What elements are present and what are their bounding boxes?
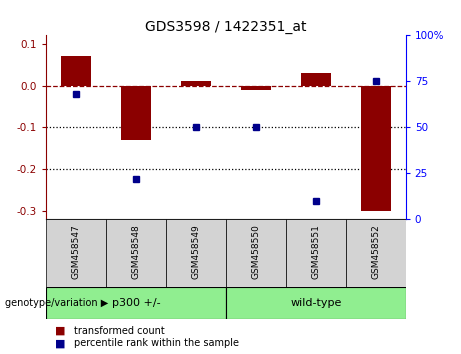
Title: GDS3598 / 1422351_at: GDS3598 / 1422351_at xyxy=(145,21,307,34)
Bar xyxy=(241,86,271,90)
Text: ■: ■ xyxy=(55,338,66,348)
Bar xyxy=(226,287,406,319)
Text: percentile rank within the sample: percentile rank within the sample xyxy=(74,338,239,348)
Text: transformed count: transformed count xyxy=(74,326,165,336)
Bar xyxy=(121,86,151,140)
Text: GSM458550: GSM458550 xyxy=(251,224,260,279)
Text: GSM458548: GSM458548 xyxy=(131,224,141,279)
Text: GSM458549: GSM458549 xyxy=(191,224,201,279)
Bar xyxy=(181,81,211,86)
Bar xyxy=(46,219,106,287)
Bar xyxy=(361,86,390,211)
Bar xyxy=(166,219,226,287)
Text: GSM458547: GSM458547 xyxy=(71,224,81,279)
Bar xyxy=(226,219,286,287)
Bar xyxy=(286,219,346,287)
Bar xyxy=(301,73,331,86)
Text: ■: ■ xyxy=(55,326,66,336)
Bar xyxy=(346,219,406,287)
Text: wild-type: wild-type xyxy=(290,298,342,308)
Bar xyxy=(106,219,166,287)
Bar xyxy=(61,56,91,86)
Text: p300 +/-: p300 +/- xyxy=(112,298,160,308)
Text: GSM458552: GSM458552 xyxy=(371,224,380,279)
Bar xyxy=(46,287,226,319)
Text: GSM458551: GSM458551 xyxy=(311,224,320,279)
Text: genotype/variation ▶: genotype/variation ▶ xyxy=(5,298,108,308)
